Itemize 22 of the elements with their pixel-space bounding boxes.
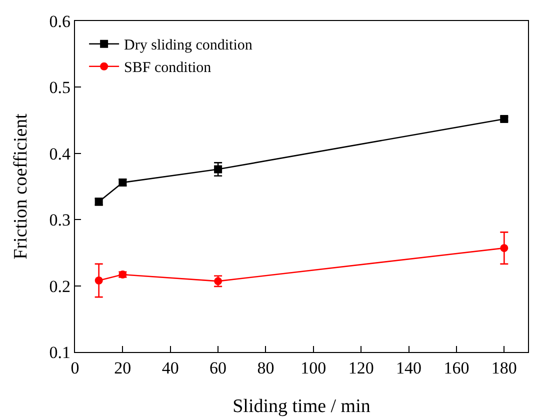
x-tick-label: 0 — [70, 358, 80, 378]
legend-label: Dry sliding condition — [124, 38, 253, 54]
point — [94, 276, 103, 284]
y-tick-label: 0.5 — [49, 78, 70, 98]
point — [500, 244, 508, 252]
y-tick-label: 0.3 — [49, 210, 70, 230]
x-axis-title: Sliding time / min — [232, 396, 371, 417]
x-tick-label: 40 — [162, 358, 179, 378]
legend-label: SBF condition — [124, 60, 212, 76]
x-tick-label: 100 — [300, 358, 326, 378]
x-tick-label: 20 — [114, 358, 132, 378]
x-tick-label: 180 — [491, 358, 517, 378]
y-axis-title: Friction coefficient — [10, 112, 32, 260]
x-tick-label: 140 — [396, 358, 422, 378]
x-tick-label: 160 — [444, 358, 470, 378]
x-tick-label: 80 — [257, 358, 274, 378]
y-tick-label: 0.4 — [49, 144, 71, 164]
y-tick-label: 0.2 — [49, 276, 70, 296]
y-tick-label: 0.6 — [49, 12, 70, 31]
y-tick-label: 0.1 — [49, 342, 70, 362]
x-tick-label: 120 — [348, 358, 374, 378]
x-tick-label: 60 — [210, 358, 227, 378]
